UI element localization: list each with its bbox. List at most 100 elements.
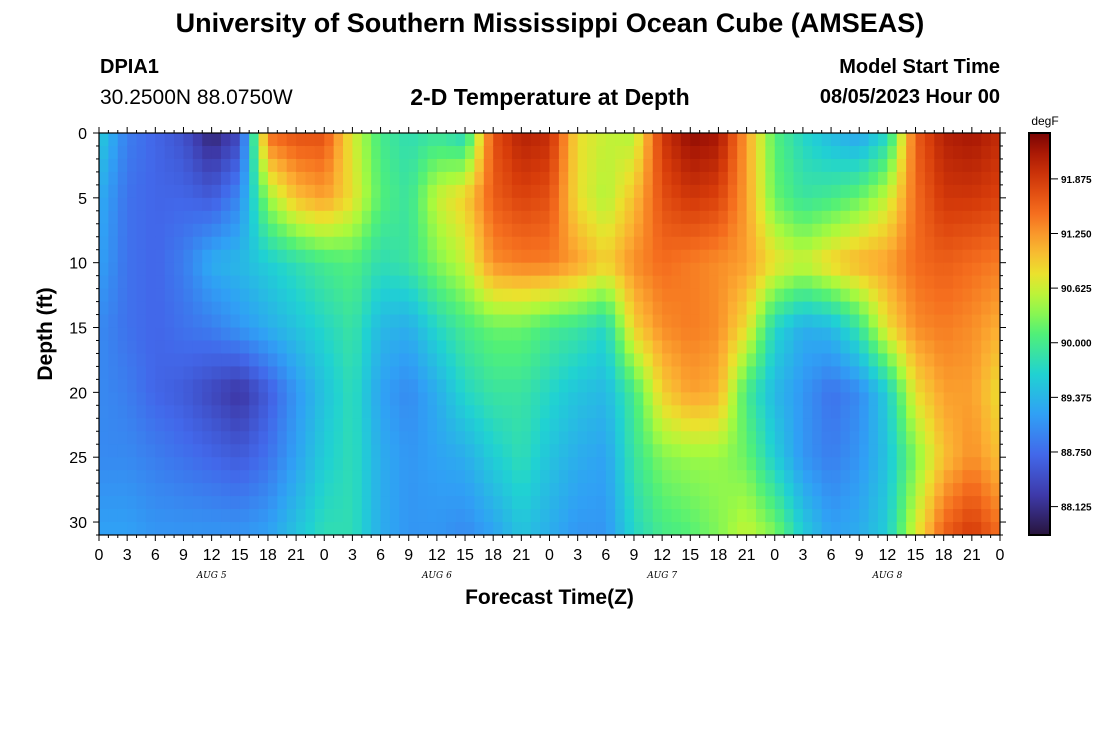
x-tick-label: 6	[151, 547, 160, 564]
heatmap-cell	[934, 483, 945, 497]
heatmap-cell	[474, 418, 485, 432]
heatmap-cell	[277, 340, 288, 355]
heatmap-cell	[277, 158, 288, 173]
heatmap-cell	[511, 197, 522, 212]
heatmap-cell	[145, 210, 156, 225]
heatmap-cell	[108, 184, 119, 199]
heatmap-cell	[943, 379, 954, 393]
heatmap-cell	[521, 236, 532, 251]
heatmap-cell	[802, 483, 813, 497]
heatmap-cell	[915, 522, 926, 535]
heatmap-cell	[699, 301, 710, 316]
heatmap-cell	[596, 314, 607, 329]
heatmap-cell	[202, 236, 213, 251]
heatmap-cell	[831, 340, 842, 355]
heatmap-cell	[136, 431, 147, 445]
heatmap-cell	[671, 522, 682, 535]
heatmap-cell	[587, 496, 598, 510]
heatmap-cell	[314, 197, 325, 212]
heatmap-cell	[192, 522, 203, 535]
heatmap-cell	[877, 457, 888, 471]
heatmap-cell	[802, 392, 813, 406]
heatmap-cell	[221, 158, 231, 173]
heatmap-cell	[408, 262, 419, 277]
heatmap-cell	[389, 522, 400, 535]
heatmap-cell	[690, 210, 701, 225]
heatmap-cell	[389, 158, 400, 173]
heatmap-cell	[605, 509, 616, 523]
heatmap-cell	[418, 340, 429, 355]
heatmap-cell	[859, 171, 870, 186]
heatmap-cell	[436, 379, 447, 393]
heatmap-cell	[389, 444, 400, 458]
heatmap-cell	[361, 288, 372, 303]
heatmap-cell	[502, 340, 513, 355]
heatmap-cell	[192, 431, 203, 445]
heatmap-cell	[587, 418, 598, 432]
heatmap-cell	[286, 522, 297, 535]
heatmap-cell	[831, 327, 842, 342]
heatmap-cell	[802, 457, 813, 471]
heatmap-cell	[164, 444, 175, 458]
heatmap-cell	[258, 249, 269, 264]
heatmap-cell	[117, 431, 128, 445]
heatmap-cell	[296, 210, 307, 225]
heatmap-cell	[605, 457, 616, 471]
heatmap-cell	[230, 133, 241, 147]
day-label: AUG 7	[646, 571, 677, 581]
heatmap-cell	[643, 353, 654, 368]
heatmap-cell	[802, 405, 813, 419]
heatmap-cell	[145, 133, 156, 147]
heatmap-cell	[549, 301, 560, 316]
heatmap-cell	[596, 444, 607, 458]
heatmap-cell	[446, 145, 457, 160]
heatmap-cell	[277, 249, 288, 264]
heatmap-cell	[877, 133, 888, 147]
heatmap-cell	[934, 314, 945, 329]
heatmap-cell	[333, 496, 344, 510]
heatmap-cell	[474, 470, 485, 484]
heatmap-cell	[192, 405, 203, 419]
heatmap-cell	[643, 509, 654, 523]
heatmap-cell	[408, 158, 419, 173]
heatmap-cell	[549, 496, 560, 510]
heatmap-cell	[990, 314, 1000, 329]
heatmap-cell	[314, 431, 325, 445]
heatmap-cell	[793, 509, 804, 523]
heatmap-cell	[427, 379, 438, 393]
heatmap-cell	[117, 262, 128, 277]
heatmap-cell	[418, 509, 429, 523]
heatmap-cell	[249, 145, 260, 160]
heatmap-cell	[446, 133, 457, 147]
heatmap-cell	[680, 327, 691, 342]
heatmap-cell	[662, 275, 673, 290]
heatmap-cell	[192, 223, 203, 238]
heatmap-cell	[418, 379, 429, 393]
heatmap-cell	[896, 392, 907, 406]
heatmap-cell	[671, 392, 682, 406]
heatmap-cell	[877, 197, 888, 212]
heatmap-cell	[971, 483, 982, 497]
heatmap-cell	[352, 431, 363, 445]
heatmap-cell	[530, 145, 541, 160]
heatmap-cell	[183, 483, 194, 497]
heatmap-cell	[427, 171, 438, 186]
heatmap-cell	[389, 405, 400, 419]
heatmap-cell	[352, 457, 363, 471]
heatmap-cell	[371, 288, 382, 303]
heatmap-cell	[718, 262, 729, 277]
heatmap-cell	[981, 223, 992, 238]
heatmap-cell	[521, 262, 532, 277]
heatmap-cell	[840, 444, 851, 458]
heatmap-cell	[427, 314, 438, 329]
heatmap-cell	[680, 288, 691, 303]
heatmap-cell	[239, 210, 250, 225]
heatmap-cell	[859, 483, 870, 497]
heatmap-cell	[446, 158, 457, 173]
heatmap-cell	[145, 366, 156, 380]
heatmap-cell	[183, 145, 194, 160]
heatmap-cell	[840, 340, 851, 355]
heatmap-cell	[474, 431, 485, 445]
heatmap-cell	[117, 158, 128, 173]
heatmap-cell	[568, 249, 579, 264]
